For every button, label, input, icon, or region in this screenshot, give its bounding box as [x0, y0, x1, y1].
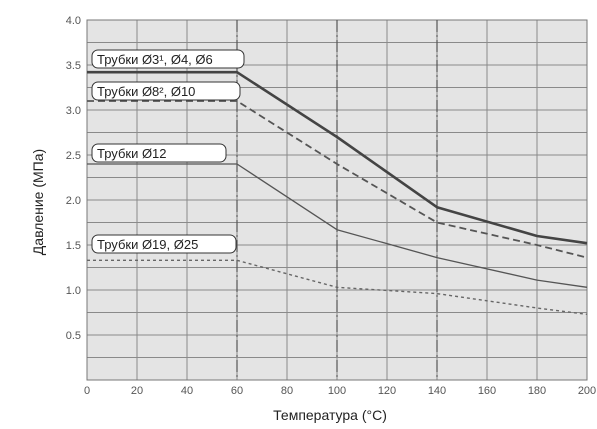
series-label-box — [91, 143, 227, 163]
series-line-2 — [87, 100, 588, 259]
y-tick-label: 2.0 — [66, 195, 81, 207]
x-tick-label: 20 — [131, 385, 143, 397]
y-axis-label: Давление (МПа) — [30, 149, 46, 255]
y-tick-label: 1.0 — [66, 285, 81, 297]
chart-series-labels: Трубки Ø3¹, Ø4, Ø6 Трубки Ø8², Ø10 Трубки … — [91, 49, 245, 254]
series-label-4: Трубки Ø19, Ø25 — [97, 237, 198, 252]
x-tick-label: 140 — [428, 385, 446, 397]
y-tick-label: 3.0 — [66, 105, 81, 117]
series-label-3: Трубки Ø12 — [97, 146, 167, 161]
series-line-1 — [87, 70, 588, 245]
x-tick-label: 160 — [478, 385, 496, 397]
y-tick-label: 2.5 — [66, 150, 81, 162]
chart-series — [87, 70, 588, 315]
series-label-1: Трубки Ø3¹, Ø4, Ø6 — [97, 52, 213, 67]
x-axis-label: Температура (°C) — [273, 407, 387, 423]
y-tick-label: 0.5 — [66, 330, 81, 342]
x-tick-label: 60 — [231, 385, 243, 397]
y-tick-label: 4.0 — [66, 15, 81, 27]
x-tick-label: 100 — [328, 385, 346, 397]
x-tick-label: 180 — [528, 385, 546, 397]
chart-reference-lines — [236, 20, 438, 380]
series-line-3 — [87, 163, 588, 288]
x-tick-label: 120 — [378, 385, 396, 397]
x-tick-label: 200 — [578, 385, 596, 397]
y-tick-label: 3.5 — [66, 60, 81, 72]
x-tick-label: 80 — [281, 385, 293, 397]
x-tick-label: 0 — [84, 385, 90, 397]
series-line-4 — [87, 259, 588, 315]
series-label-box — [91, 49, 245, 69]
series-label-2: Трубки Ø8², Ø10 — [97, 84, 195, 99]
series-label-box — [91, 234, 237, 254]
series-label-box — [91, 81, 241, 101]
x-tick-label: 40 — [181, 385, 193, 397]
y-tick-label: 1.5 — [66, 240, 81, 252]
chart-tick-labels: 0 20 40 60 80 100 120 140 160 180 200 0.5 1.0 1.5 2.0 2… — [66, 15, 596, 397]
